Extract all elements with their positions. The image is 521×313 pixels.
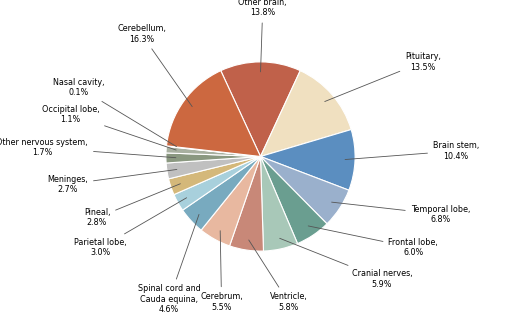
Wedge shape (167, 71, 260, 156)
Text: Cerebellum,
16.3%: Cerebellum, 16.3% (117, 24, 192, 107)
Wedge shape (260, 156, 349, 224)
Text: Occipital lobe,
1.1%: Occipital lobe, 1.1% (42, 105, 176, 150)
Text: Nasal cavity,
0.1%: Nasal cavity, 0.1% (53, 78, 177, 147)
Text: Frontal lobe,
6.0%: Frontal lobe, 6.0% (308, 226, 438, 258)
Wedge shape (174, 156, 260, 210)
Text: Pituitary,
13.5%: Pituitary, 13.5% (325, 52, 441, 101)
Text: Cranial nerves,
5.9%: Cranial nerves, 5.9% (280, 238, 413, 289)
Wedge shape (182, 156, 260, 230)
Wedge shape (166, 156, 260, 179)
Text: Pineal,
2.8%: Pineal, 2.8% (84, 184, 180, 228)
Wedge shape (166, 146, 260, 156)
Wedge shape (221, 62, 300, 156)
Text: Ventricle,
5.8%: Ventricle, 5.8% (249, 240, 307, 312)
Text: Parietal lobe,
3.0%: Parietal lobe, 3.0% (75, 198, 187, 258)
Text: Temporal lobe,
6.8%: Temporal lobe, 6.8% (331, 202, 470, 224)
Wedge shape (230, 156, 264, 251)
Wedge shape (166, 146, 260, 156)
Wedge shape (260, 156, 297, 251)
Wedge shape (260, 71, 351, 156)
Wedge shape (201, 156, 260, 246)
Wedge shape (169, 156, 260, 195)
Text: Other nervous system,
1.7%: Other nervous system, 1.7% (0, 138, 176, 158)
Text: Meninges,
2.7%: Meninges, 2.7% (47, 169, 177, 194)
Text: Brain stem,
10.4%: Brain stem, 10.4% (345, 141, 479, 161)
Wedge shape (166, 153, 260, 163)
Wedge shape (260, 130, 355, 190)
Wedge shape (260, 156, 327, 244)
Text: Cerebrum,
5.5%: Cerebrum, 5.5% (200, 231, 243, 312)
Text: Spinal cord and
Cauda equina,
4.6%: Spinal cord and Cauda equina, 4.6% (138, 214, 201, 313)
Text: Other brain,
13.8%: Other brain, 13.8% (239, 0, 287, 72)
